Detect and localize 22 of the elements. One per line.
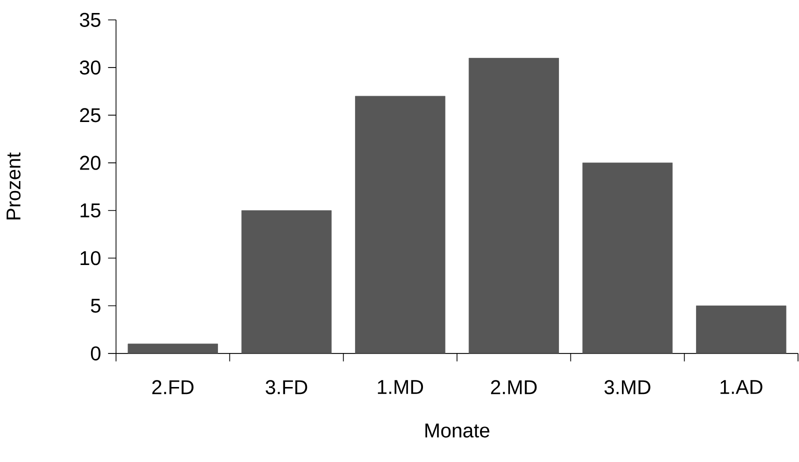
x-tick-label: 2.FD (152, 380, 194, 394)
bar (582, 162, 673, 354)
x-tick-label: 3.FD (266, 380, 308, 394)
y-tick-label: 0 (90, 346, 100, 361)
y-axis-title: Prozent (6, 152, 21, 220)
x-tick-label: 1.AD (720, 380, 762, 394)
y-tick-label: 25 (80, 108, 100, 122)
y-tick-label: 15 (80, 204, 100, 218)
bar (241, 210, 332, 354)
x-axis-title: Monate (425, 424, 490, 438)
x-tick-label: 1.MD (378, 380, 424, 394)
y-tick-label: 5 (90, 298, 100, 313)
bar (696, 306, 786, 354)
y-tick-label: 30 (80, 60, 100, 75)
bar (128, 344, 218, 354)
bar (355, 96, 446, 354)
y-tick-label: 10 (80, 251, 100, 266)
y-tick-label: 20 (80, 156, 100, 170)
bar (468, 58, 559, 354)
x-tick-label: 3.MD (604, 380, 650, 394)
x-tick-label: 2.MD (491, 380, 537, 394)
y-tick-label: 35 (80, 12, 100, 27)
